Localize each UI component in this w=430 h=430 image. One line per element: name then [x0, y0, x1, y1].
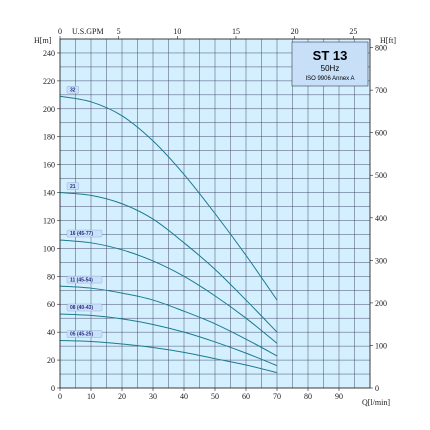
y-right-tick-label: 600 [375, 129, 387, 138]
y-left-tick-label: 40 [47, 328, 55, 337]
y-left-tick-label: 20 [47, 356, 55, 365]
series-label: 05 (45-25) [66, 330, 103, 338]
series-label: 08 (40-43) [66, 303, 103, 312]
y-right-tick-label: 0 [375, 384, 379, 393]
y-right-tick-label: 500 [375, 171, 387, 180]
series-label-badge [66, 182, 80, 190]
y-left-tick-label: 220 [43, 77, 55, 86]
x-top-tick-label: 0 [58, 27, 62, 36]
series-label-text: 11 (45-54) [70, 277, 93, 283]
y-right-tick-label: 200 [375, 299, 387, 308]
y-left-tick-label: 140 [43, 189, 55, 198]
y-left-tick-label: 100 [43, 244, 55, 253]
y-left-tick-label: 200 [43, 105, 55, 114]
series-label-badge [66, 86, 80, 94]
x-top-tick-label: 20 [291, 27, 299, 36]
axes: 0 10 20 30 40 50 60 70 80 90 0 5 10 15 20 25 0 20 40 60 80 10… [43, 27, 387, 401]
x-top-tick-label: 10 [173, 27, 181, 36]
y-left-tick-label: 60 [47, 300, 55, 309]
y-right-tick-label: 100 [375, 341, 387, 350]
series-curve [59, 239, 278, 344]
y-left-unit: H[m] [34, 36, 52, 45]
x-bottom-tick-label: 70 [273, 392, 281, 401]
series-label-badge [66, 330, 103, 338]
x-bottom-tick-label: 10 [87, 392, 95, 401]
y-left-tick-label: 240 [43, 49, 55, 58]
x-bottom-tick-label: 80 [304, 392, 312, 401]
y-right-tick-label: 400 [375, 214, 387, 223]
chart-title: ST 13 [313, 48, 348, 63]
x-bottom-unit: Q[l/min] [362, 398, 390, 407]
x-top-tick-label: 25 [349, 27, 357, 36]
x-bottom-tick-label: 50 [211, 392, 219, 401]
y-left-tick-label: 0 [51, 384, 55, 393]
series-label: 32 [66, 86, 80, 94]
series-label: 11 (45-54) [66, 275, 103, 284]
chart-note: ISO 9906 Annex A [305, 76, 354, 82]
series-label-text: 32 [70, 87, 76, 93]
series-curve [59, 285, 278, 357]
series-label: 16 (45-77) [66, 229, 103, 238]
y-left-tick-label: 120 [43, 216, 55, 225]
series-label-text: 08 (40-43) [70, 305, 93, 311]
x-bottom-tick-label: 20 [118, 392, 126, 401]
series-label-text: 21 [70, 184, 76, 190]
y-left-tick-label: 180 [43, 133, 55, 142]
x-bottom-tick-label: 60 [242, 392, 250, 401]
title-box: ST 13 50Hz ISO 9906 Annex A [291, 41, 369, 87]
x-bottom-tick-label: 90 [335, 392, 343, 401]
x-top-tick-label: 15 [232, 27, 240, 36]
x-bottom-tick-label: 40 [180, 392, 188, 401]
y-right-tick-label: 800 [375, 44, 387, 53]
y-right-unit: H[ft] [380, 36, 396, 45]
y-right-tick-label: 700 [375, 86, 387, 95]
series-label-badge [66, 229, 103, 238]
series-curve [59, 192, 278, 333]
series-label: 21 [66, 182, 80, 190]
y-right-tick-label: 300 [375, 256, 387, 265]
series-labels: 32 21 16 (45-77) 11 (45-54) 08 (40-43) 05 (45… [66, 86, 103, 338]
series-curve [59, 95, 278, 301]
series-label-text: 16 (45-77) [70, 231, 93, 237]
x-bottom-tick-label: 30 [149, 392, 157, 401]
series-label-badge [66, 303, 103, 312]
series-curve [59, 340, 278, 374]
x-top-tick-label: 5 [117, 27, 121, 36]
chart-subtitle: 50Hz [321, 64, 340, 73]
curves [59, 95, 278, 374]
series-label-text: 05 (45-25) [70, 332, 93, 338]
series-curve [59, 313, 278, 367]
x-top-unit: U.S.GPM [72, 27, 104, 36]
series-label-badge [66, 275, 103, 284]
y-left-tick-label: 80 [47, 272, 55, 281]
y-left-tick-label: 160 [43, 161, 55, 170]
x-bottom-tick-label: 0 [58, 392, 62, 401]
